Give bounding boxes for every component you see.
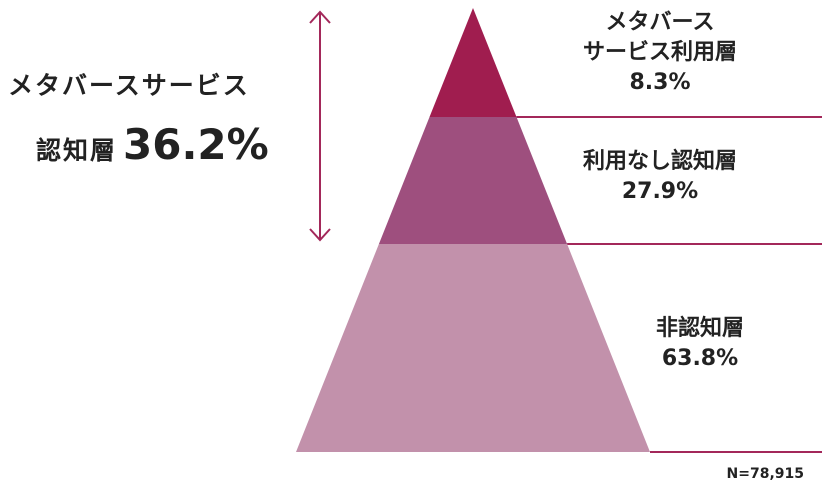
segment-label-unaware: 非認知層 63.8% <box>600 314 800 374</box>
segment-unaware-name: 非認知層 <box>655 316 744 341</box>
awareness-title: メタバースサービス <box>8 71 250 100</box>
segment-aware-nonusers-value: 27.9% <box>621 179 699 204</box>
awareness-annotation: メタバースサービス 認知層 36.2% <box>8 66 278 169</box>
awareness-subtitle: 認知層 <box>36 136 118 165</box>
segment-label-aware-nonusers: 利用なし認知層 27.9% <box>560 147 760 207</box>
awareness-value: 36.2% <box>123 120 269 169</box>
segment-unaware-value: 63.8% <box>661 346 739 371</box>
segment-users-band <box>429 8 517 117</box>
awareness-bracket-arrow-up <box>309 10 331 24</box>
segment-aware-nonusers-name: 利用なし認知層 <box>582 149 737 174</box>
segment-label-users: メタバース サービス利用層 8.3% <box>560 8 760 98</box>
segment-users-value: 8.3% <box>629 70 691 95</box>
segment-users-name-line1: メタバース <box>605 10 715 35</box>
segment-unaware-band <box>296 244 650 452</box>
segment-users-name-line2: サービス利用層 <box>582 40 737 65</box>
awareness-bracket-arrow-down <box>309 228 331 242</box>
sample-size-note: N=78,915 <box>726 466 804 482</box>
segment-aware-nonusers-band <box>378 117 568 244</box>
